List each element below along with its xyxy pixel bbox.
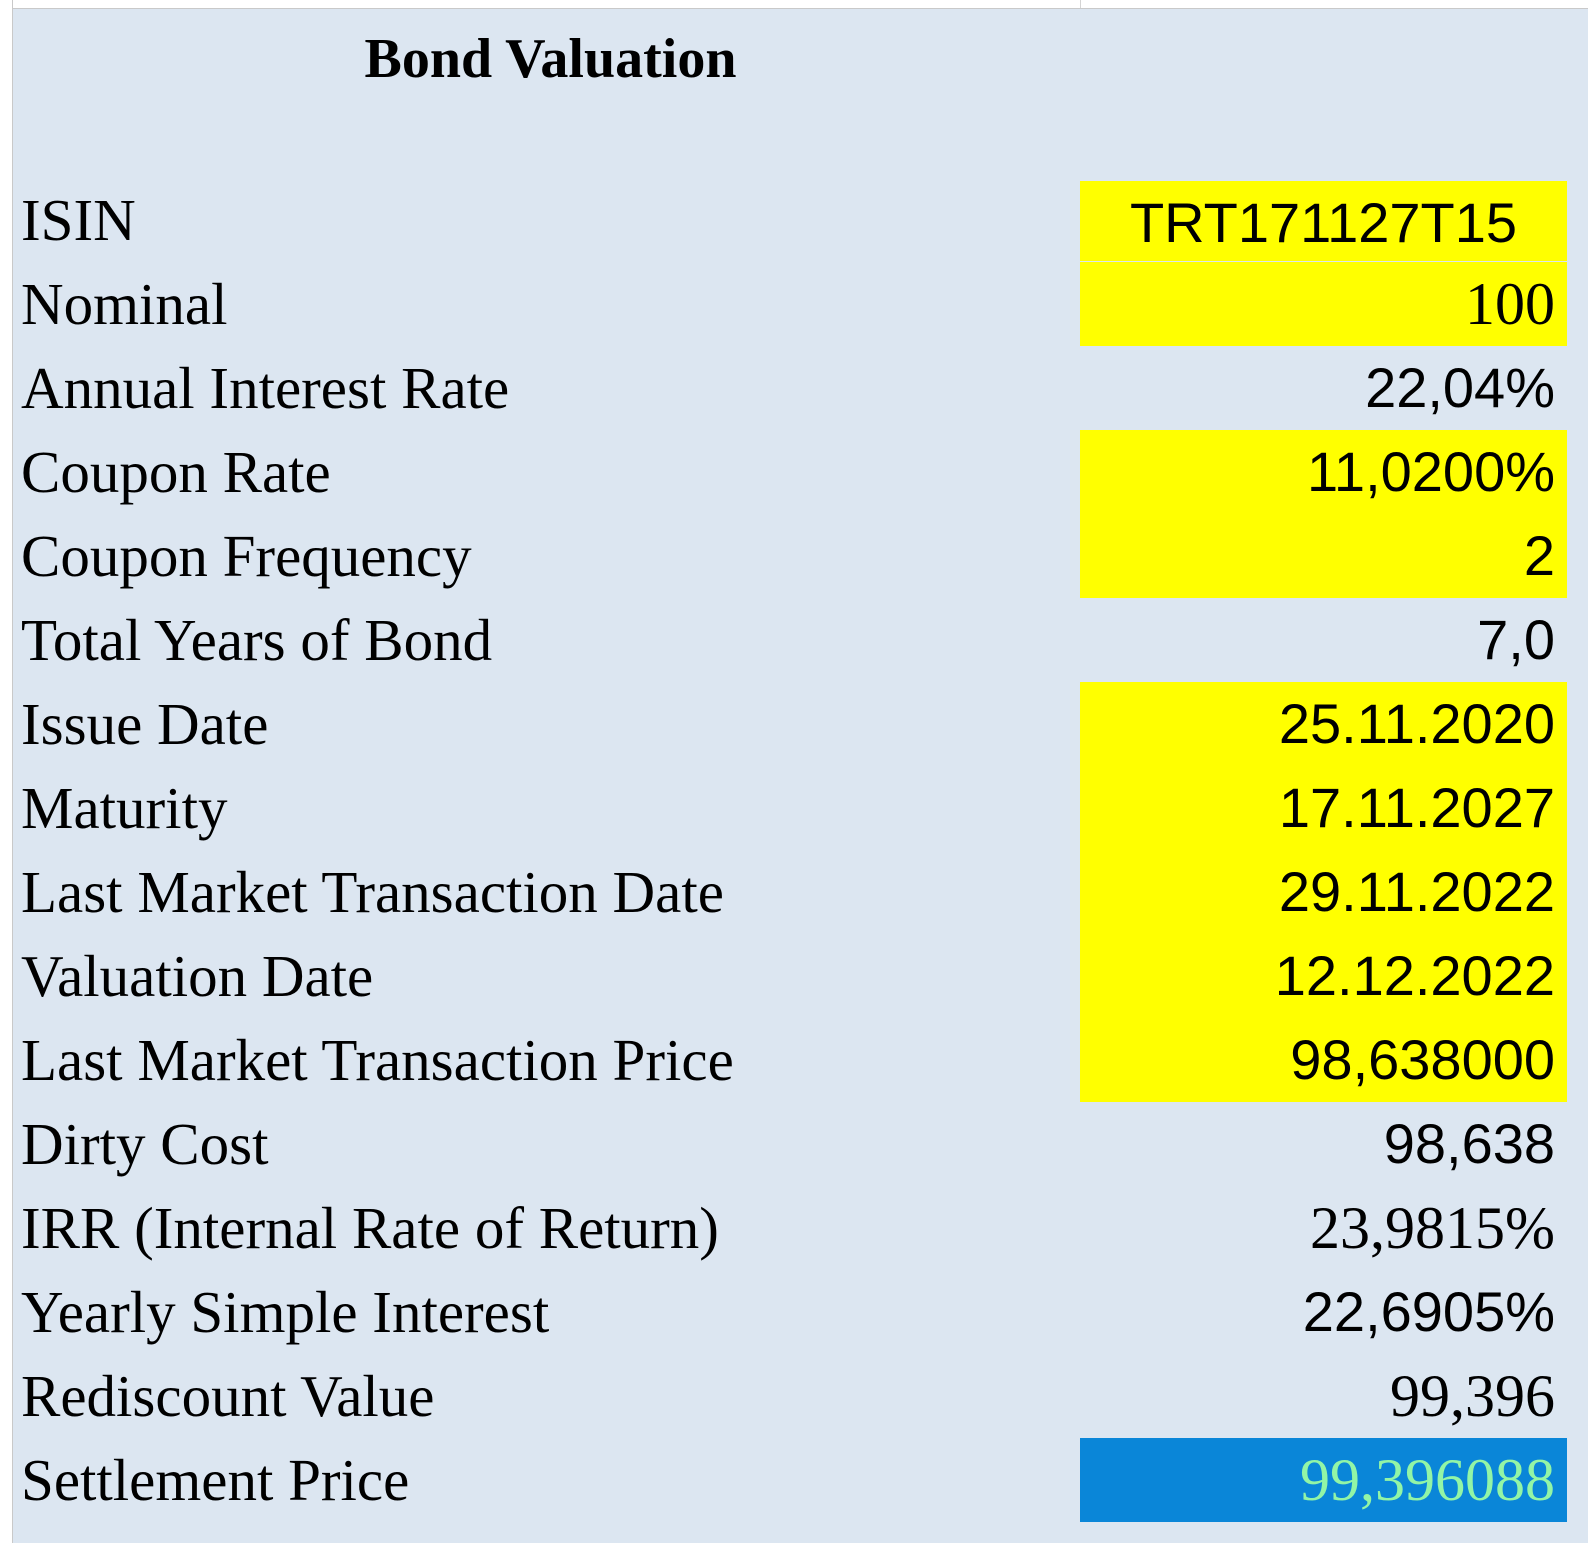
row-coupon-rate: Coupon Rate 11,0200% xyxy=(13,430,1588,514)
row-last-market-transaction-price: Last Market Transaction Price 98,638000 xyxy=(13,1018,1588,1102)
annual-interest-rate-cell[interactable]: 22,04% xyxy=(1080,346,1567,430)
column-separator xyxy=(1080,0,1081,8)
row-label: Nominal xyxy=(21,271,228,337)
row-rediscount-value: Rediscount Value 99,396 xyxy=(13,1354,1588,1438)
top-gridline xyxy=(0,0,1588,9)
row-value: 7,0 xyxy=(1477,608,1555,671)
row-value: 100 xyxy=(1465,271,1555,337)
row-value: 99,396 xyxy=(1390,1363,1555,1429)
row-value: 22,04% xyxy=(1365,356,1555,419)
row-label: Last Market Transaction Price xyxy=(21,1027,734,1093)
bond-valuation-panel: Bond Valuation ISIN TRT171127T15 Nominal… xyxy=(13,9,1588,1543)
row-value: TRT171127T15 xyxy=(1129,191,1518,254)
row-label: Yearly Simple Interest xyxy=(21,1279,550,1345)
coupon-frequency-cell[interactable]: 2 xyxy=(1080,514,1567,598)
row-value: 11,0200% xyxy=(1306,440,1555,503)
row-coupon-frequency: Coupon Frequency 2 xyxy=(13,514,1588,598)
row-label: Valuation Date xyxy=(21,943,374,1009)
sheet-title: Bond Valuation xyxy=(364,28,737,90)
row-valuation-date: Valuation Date 12.12.2022 xyxy=(13,934,1588,1018)
maturity-cell[interactable]: 17.11.2027 xyxy=(1080,766,1567,850)
left-gridline xyxy=(0,0,13,1543)
row-value: 23,9815% xyxy=(1310,1195,1555,1261)
row-label: Settlement Price xyxy=(21,1447,410,1513)
row-value: 99,396088 xyxy=(1300,1447,1555,1513)
nominal-cell[interactable]: 100 xyxy=(1080,262,1567,346)
row-label: Coupon Frequency xyxy=(21,523,472,589)
row-label: Dirty Cost xyxy=(21,1111,269,1177)
row-label: ISIN xyxy=(21,187,136,253)
row-issue-date: Issue Date 25.11.2020 xyxy=(13,682,1588,766)
isin-cell[interactable]: TRT171127T15 xyxy=(1080,181,1567,261)
row-value: 29.11.2022 xyxy=(1278,860,1555,923)
row-annual-interest-rate: Annual Interest Rate 22,04% xyxy=(13,346,1588,430)
dirty-cost-cell[interactable]: 98,638 xyxy=(1080,1102,1567,1186)
issue-date-cell[interactable]: 25.11.2020 xyxy=(1080,682,1567,766)
row-label: Issue Date xyxy=(21,691,269,757)
row-yearly-simple-interest: Yearly Simple Interest 22,6905% xyxy=(13,1270,1588,1354)
irr-cell[interactable]: 23,9815% xyxy=(1080,1186,1567,1270)
row-dirty-cost: Dirty Cost 98,638 xyxy=(13,1102,1588,1186)
last-market-transaction-date-cell[interactable]: 29.11.2022 xyxy=(1080,850,1567,934)
row-label: Coupon Rate xyxy=(21,439,331,505)
row-irr: IRR (Internal Rate of Return) 23,9815% xyxy=(13,1186,1588,1270)
row-last-market-transaction-date: Last Market Transaction Date 29.11.2022 xyxy=(13,850,1588,934)
row-label: IRR (Internal Rate of Return) xyxy=(21,1195,719,1261)
row-value: 98,638 xyxy=(1383,1112,1555,1175)
row-total-years: Total Years of Bond 7,0 xyxy=(13,598,1588,682)
row-value: 17.11.2027 xyxy=(1278,776,1555,839)
row-settlement-price: Settlement Price 99,396088 xyxy=(13,1438,1588,1522)
row-label: Last Market Transaction Date xyxy=(21,859,724,925)
rediscount-value-cell[interactable]: 99,396 xyxy=(1080,1354,1567,1438)
row-label: Total Years of Bond xyxy=(21,607,493,673)
row-value: 2 xyxy=(1523,524,1555,587)
valuation-date-cell[interactable]: 12.12.2022 xyxy=(1080,934,1567,1018)
row-label: Maturity xyxy=(21,775,228,841)
row-label: Rediscount Value xyxy=(21,1363,435,1429)
settlement-price-cell[interactable]: 99,396088 xyxy=(1080,1438,1567,1522)
row-label: Annual Interest Rate xyxy=(21,355,510,421)
row-value: 12.12.2022 xyxy=(1274,944,1555,1007)
total-years-cell[interactable]: 7,0 xyxy=(1080,598,1567,682)
row-value: 25.11.2020 xyxy=(1278,692,1555,755)
row-isin: ISIN TRT171127T15 xyxy=(13,178,1588,262)
last-market-transaction-price-cell[interactable]: 98,638000 xyxy=(1080,1018,1567,1102)
coupon-rate-cell[interactable]: 11,0200% xyxy=(1080,430,1567,514)
row-value: 98,638000 xyxy=(1290,1028,1555,1091)
row-value: 22,6905% xyxy=(1302,1280,1555,1343)
row-maturity: Maturity 17.11.2027 xyxy=(13,766,1588,850)
yearly-simple-interest-cell[interactable]: 22,6905% xyxy=(1080,1270,1567,1354)
row-nominal: Nominal 100 xyxy=(13,262,1588,346)
